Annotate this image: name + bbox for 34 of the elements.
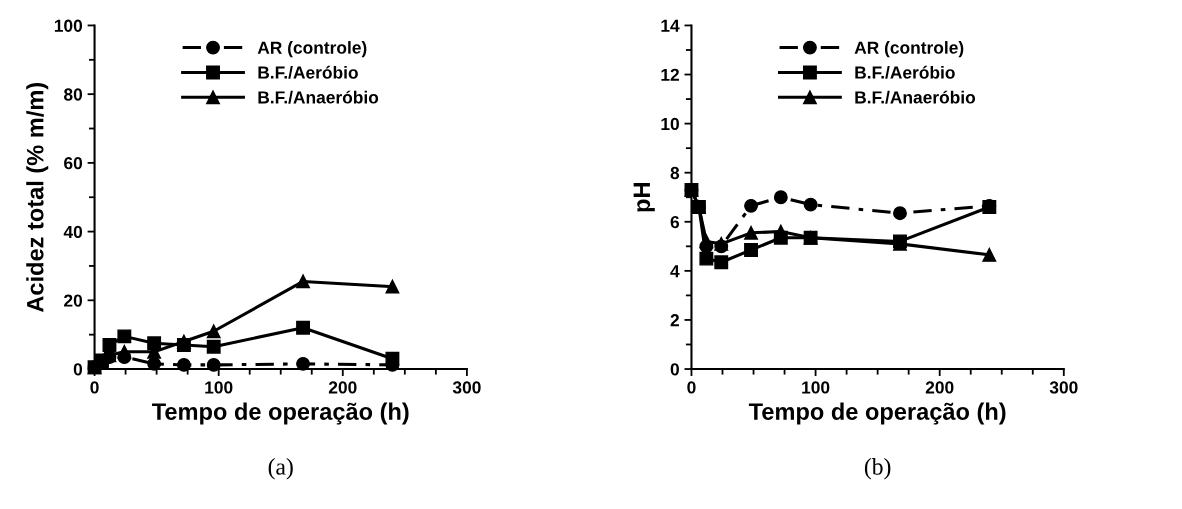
- x-tick-label: 100: [802, 381, 830, 394]
- y-tick-label: 10: [661, 117, 679, 131]
- y-tick-label: 0: [73, 363, 83, 376]
- y-tick-label: 60: [64, 157, 83, 170]
- y-axis-title: pH: [633, 183, 655, 212]
- text: (a): [268, 458, 293, 480]
- legend-label: B.F./Aeróbio: [258, 65, 358, 79]
- x-tick-label: 200: [925, 381, 954, 394]
- x-tick-label: 300: [452, 381, 481, 394]
- y-tick-label: 20: [64, 294, 83, 307]
- y-tick-label: 4: [670, 265, 680, 278]
- x-tick-label: 0: [687, 381, 696, 394]
- y-tick-label: 12: [661, 68, 679, 81]
- legend-label: B.F./Anaeróbio: [855, 90, 976, 104]
- y-tick-label: 40: [63, 225, 83, 239]
- y-tick-label: 6: [670, 215, 680, 229]
- legend-label: AR (controle): [257, 41, 367, 58]
- x-axis-title: Tempo de operação (h): [748, 402, 1006, 425]
- y-tick-label: 8: [670, 166, 680, 180]
- y-tick-label: 14: [661, 19, 680, 32]
- x-tick-label: 300: [1049, 381, 1078, 394]
- text: (b): [864, 458, 891, 480]
- x-tick-label: 200: [328, 381, 357, 394]
- y-tick-label: 80: [64, 88, 83, 101]
- y-tick-label: 2: [670, 314, 679, 327]
- y-axis-title: Acidez total (% m/m): [26, 82, 49, 313]
- x-tick-label: 0: [90, 381, 99, 394]
- x-axis-title: Tempo de operação (h): [151, 402, 409, 425]
- y-tick-label: 0: [670, 363, 679, 376]
- y-tick-label: 100: [54, 19, 83, 32]
- legend-label: B.F./Aeróbio: [855, 65, 955, 79]
- legend-label: B.F./Anaeróbio: [258, 90, 379, 104]
- x-tick-label: 100: [205, 381, 233, 394]
- legend-label: AR (controle): [854, 41, 964, 58]
